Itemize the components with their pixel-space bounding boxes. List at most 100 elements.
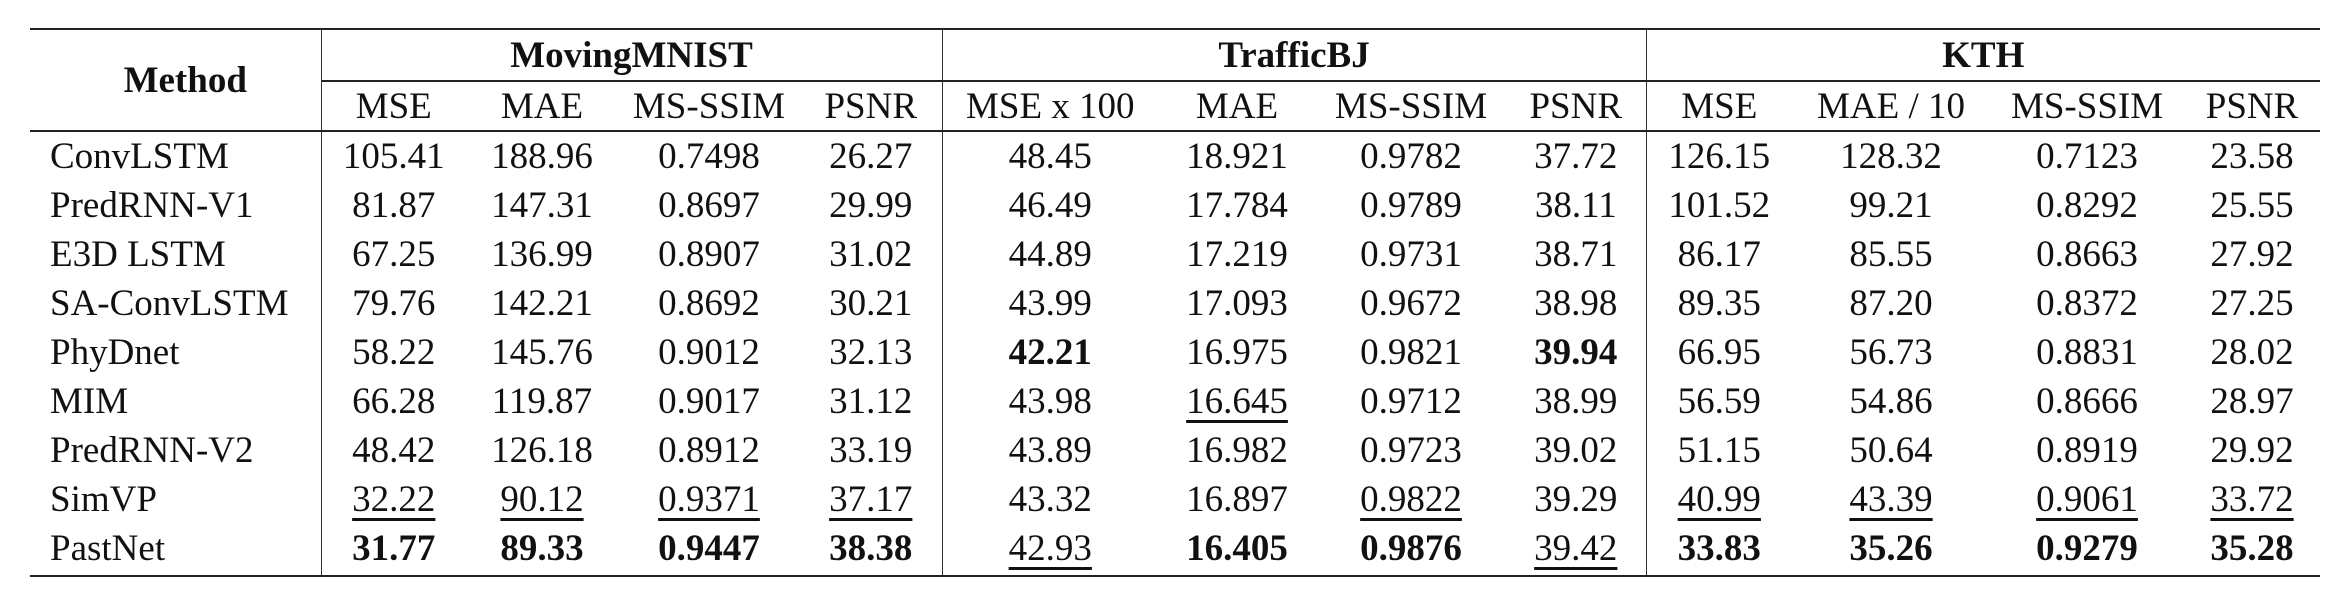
metric-header-trafficbj-ms-ssim: MS-SSIM [1316,81,1507,132]
metric-cell: 0.9723 [1316,426,1506,475]
metric-value: 56.59 [1677,381,1761,422]
metric-cell: 119.87 [466,377,618,426]
dataset-header-trafficbj: TrafficBJ [941,28,1647,82]
metric-cell: 0.9821 [1316,328,1506,377]
table-row: PhyDnet 58.22 145.76 0.9012 32.13 42.21 16.975… [30,328,2320,377]
metric-cell: 0.9712 [1316,377,1506,426]
metric-value: 30.21 [829,283,913,324]
metric-cell: 17.093 [1158,279,1316,328]
metric-value: 38.11 [1534,185,1617,226]
metric-value: 0.9012 [658,332,760,373]
metric-value: 0.9723 [1360,430,1462,471]
metric-cell: 16.982 [1158,426,1316,475]
metric-value: 16.982 [1186,430,1288,471]
metric-value: 67.25 [352,234,436,275]
metric-value: 16.975 [1186,332,1288,373]
metric-cell: 105.41 [320,131,466,181]
best-value: 31.77 [352,528,436,569]
method-name: SimVP [50,479,157,520]
metric-cell: 126.18 [466,426,618,475]
metric-cell: 126.15 [1645,131,1793,181]
metric-cell: 0.9782 [1316,131,1506,181]
metric-cell: 39.94 [1506,328,1646,377]
metric-value: 43.32 [1008,479,1092,520]
metric-value: 17.219 [1186,234,1288,275]
metric-cell: 188.96 [466,131,618,181]
metric-value: 29.92 [2210,430,2294,471]
metric-value: 51.15 [1677,430,1761,471]
metric-value: 0.8697 [658,185,760,226]
metric-cell: 0.9279 [1990,524,2185,577]
metric-cell: 31.02 [800,230,942,279]
metric-value: 86.17 [1677,234,1761,275]
metric-value: 126.18 [491,430,593,471]
method-name: SA-ConvLSTM [50,283,289,324]
metric-cell: 38.71 [1506,230,1646,279]
metric-cell: 51.15 [1645,426,1793,475]
table-row: SA-ConvLSTM 79.76 142.21 0.8692 30.21 43.99 17… [30,279,2320,328]
metric-cell: 44.89 [941,230,1159,279]
second-best-value: 42.93 [1008,528,1092,569]
metric-value: 66.95 [1677,332,1761,373]
metric-cell: 27.92 [2184,230,2320,279]
metric-cell: 90.12 [466,475,618,524]
second-best-value: 0.9061 [2036,479,2138,520]
metric-value: 56.73 [1849,332,1933,373]
metric-cell: 0.7498 [618,131,800,181]
metric-cell: 48.42 [320,426,466,475]
metric-value: 126.15 [1668,136,1771,177]
table-row: PredRNN-V2 48.42 126.18 0.8912 33.19 43.89 16.… [30,426,2320,475]
metric-value: 46.49 [1008,185,1092,226]
metric-value: 48.45 [1008,136,1092,177]
metric-cell: 23.58 [2184,131,2320,181]
metric-cell: 0.9447 [618,524,800,577]
metric-value: 27.92 [2210,234,2294,275]
metric-cell: 28.02 [2184,328,2320,377]
metric-header-trafficbj-psnr: PSNR [1506,81,1647,132]
metric-cell: 25.55 [2184,181,2320,230]
best-value: 38.38 [829,528,913,569]
best-value: 35.26 [1849,528,1933,569]
metric-value: 25.55 [2210,185,2294,226]
metric-cell: 0.8697 [618,181,800,230]
metric-header-kth-mse: MSE [1645,81,1793,132]
method-name: MIM [50,381,129,422]
metric-value: 0.8372 [2036,283,2138,324]
metric-cell: 32.22 [320,475,466,524]
metric-value: 89.35 [1677,283,1761,324]
metric-value: 48.42 [352,430,436,471]
metric-cell: 0.9822 [1316,475,1506,524]
metric-cell: 33.72 [2184,475,2320,524]
metric-value: 0.9821 [1360,332,1462,373]
second-best-value: 32.22 [352,479,436,520]
dataset-header-movingmnist: MovingMNIST [320,28,943,82]
metric-cell: 79.76 [320,279,466,328]
metric-cell: 26.27 [800,131,942,181]
table-row: PredRNN-V1 81.87 147.31 0.8697 29.99 46.49 17.… [30,181,2320,230]
metric-cell: 48.45 [941,131,1159,181]
metric-cell: 27.25 [2184,279,2320,328]
metric-header-kth-ms-ssim: MS-SSIM [1990,81,2185,132]
metric-cell: 0.9789 [1316,181,1506,230]
metric-cell: 0.8907 [618,230,800,279]
metric-value: 85.55 [1849,234,1933,275]
metric-cell: 0.9672 [1316,279,1506,328]
metric-cell: 87.20 [1792,279,1990,328]
metric-value: 44.89 [1008,234,1092,275]
metric-cell: 16.405 [1158,524,1317,577]
metric-cell: 81.87 [320,181,466,230]
metric-cell: 0.8292 [1990,181,2184,230]
metric-header-kth-psnr: PSNR [2184,81,2321,132]
metric-cell: 43.32 [941,475,1159,524]
best-value: 0.9447 [658,528,760,569]
second-best-value: 16.645 [1186,381,1288,422]
metric-cell: 0.9876 [1316,524,1507,577]
metric-cell: 0.8692 [618,279,800,328]
metric-header-movingmnist-mae: MAE [466,81,618,132]
metric-value: 17.093 [1186,283,1288,324]
metric-value: 0.8912 [658,430,760,471]
metric-value: 0.8907 [658,234,760,275]
metric-value: 31.02 [829,234,913,275]
metric-cell: 0.9012 [618,328,800,377]
metric-cell: 39.42 [1506,524,1647,577]
